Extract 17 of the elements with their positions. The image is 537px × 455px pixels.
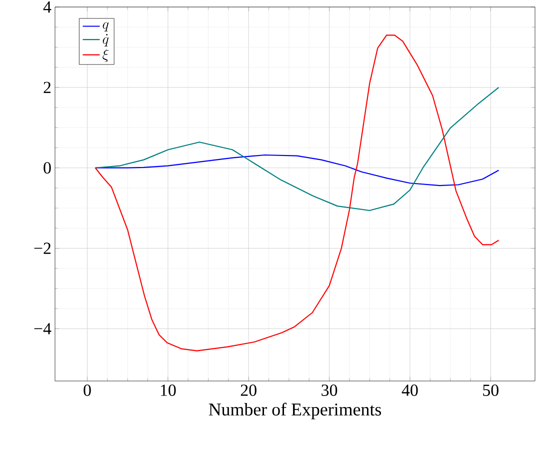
y-tick-label: 0 xyxy=(44,162,51,174)
x-axis-title: Number of Experiments xyxy=(208,402,382,420)
x-tick-label: 0 xyxy=(84,384,91,396)
x-tick-label: 50 xyxy=(483,384,498,396)
y-tick-label: −2 xyxy=(34,242,51,254)
x-tick-label: 20 xyxy=(240,384,256,396)
y-tick-label: 4 xyxy=(43,1,52,13)
x-tick-label: 10 xyxy=(160,384,176,396)
x-tick-label: 40 xyxy=(402,384,418,396)
y-tick-label: 2 xyxy=(44,82,51,94)
legend-label: $\dot{q}$ xyxy=(102,34,109,46)
line-series xyxy=(94,34,500,352)
legend-label: $\xi$ xyxy=(102,49,109,62)
y-tick-label: −4 xyxy=(34,323,52,334)
legend-label: $q$ xyxy=(102,22,109,32)
line-series xyxy=(94,86,500,212)
x-tick-label: 30 xyxy=(322,384,338,396)
